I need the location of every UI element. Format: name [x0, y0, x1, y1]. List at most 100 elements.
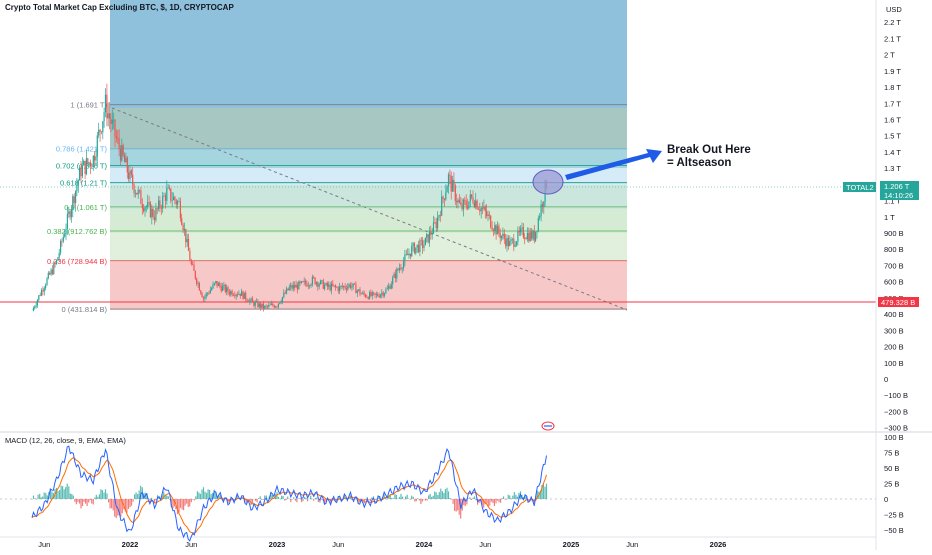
currency-label: USD [886, 5, 902, 14]
fib-zone-0236-0 [110, 262, 627, 310]
candle-body [377, 294, 379, 296]
macd-histogram-bar [101, 490, 103, 499]
candle-body [314, 277, 316, 285]
candle-body [208, 293, 210, 294]
macd-histogram-bar [444, 489, 446, 499]
macd-histogram-bar [245, 499, 247, 503]
price-axis-tick: 600 B [884, 278, 904, 287]
price-axis[interactable]: 2.2 T 2.1 T 2 T 1.9 T 1.8 T 1.7 T 1.6 T 1.5 T 1.… [884, 18, 908, 433]
macd-histogram-bar [121, 499, 123, 514]
macd-histogram-bar [164, 494, 166, 499]
candle-body [276, 306, 278, 308]
macd-histogram-bar [299, 498, 301, 499]
candle-body [526, 233, 528, 240]
macd-histogram-bar [206, 492, 208, 499]
candle-body [251, 298, 254, 302]
candle-body [182, 224, 184, 231]
macd-histogram-bar [253, 498, 255, 500]
time-axis-tick: Jun [479, 540, 491, 549]
macd-histogram-bar [51, 491, 53, 499]
candle-body [268, 304, 270, 307]
candle-body [280, 301, 282, 304]
macd-histogram-bar [308, 498, 310, 500]
price-axis-tick: 100 B [884, 359, 904, 368]
time-axis-tick: 2022 [122, 540, 139, 549]
macd-histogram-bar [406, 494, 408, 499]
price-axis-tick: −200 B [884, 407, 908, 416]
candle-body [77, 180, 79, 186]
candle-body [333, 285, 335, 287]
candle-body [53, 263, 55, 274]
candle-body [91, 166, 93, 167]
candle-body [454, 185, 456, 201]
candle-body [258, 303, 260, 308]
candle-body [122, 145, 124, 156]
macd-histogram-bar [532, 499, 534, 500]
candle-body [68, 211, 70, 214]
candle-body [257, 301, 259, 307]
macd-histogram-bar [86, 499, 88, 506]
candle-body [153, 217, 156, 221]
candle-body [256, 301, 258, 303]
macd-histogram-bar [500, 499, 502, 503]
fib-label: 0 (431.814 B) [62, 305, 108, 314]
macd-histogram-bar [409, 499, 411, 500]
candle-body [450, 175, 452, 192]
macd-histogram-bar [218, 495, 220, 499]
macd-histogram-bar [115, 499, 117, 519]
macd-histogram-bar [388, 495, 390, 499]
candle-body [166, 188, 168, 201]
macd-histogram-bar [88, 499, 90, 503]
macd-histogram-bar [52, 493, 54, 499]
candle-body [492, 229, 494, 231]
candle-body [457, 199, 459, 203]
candle-body [147, 202, 149, 207]
macd-histogram-bar [293, 497, 295, 499]
candle-body [114, 119, 116, 137]
breakout-circle[interactable] [532, 169, 564, 195]
candle-body [281, 297, 283, 302]
macd-axis[interactable]: 100 B 75 B 50 B 25 B 0 −25 B −50 B [884, 433, 904, 535]
macd-histogram-bar [135, 492, 137, 499]
candle-body [57, 257, 59, 261]
candle-body [170, 188, 172, 201]
macd-histogram-bar [429, 493, 431, 499]
macd-histogram-bar [202, 487, 205, 499]
candle-body [69, 211, 71, 218]
macd-histogram-bar [455, 499, 457, 512]
candle-body [55, 260, 58, 264]
macd-histogram-bar [181, 499, 183, 510]
candle-body [173, 196, 175, 200]
macd-histogram-bar [259, 496, 261, 499]
macd-axis-tick: 75 B [884, 449, 899, 458]
candle-body [481, 207, 484, 209]
trend-line[interactable] [111, 107, 628, 311]
macd-histogram-bar [186, 499, 188, 504]
macd-histogram-bar [365, 499, 367, 501]
macd-histogram-bar [138, 490, 140, 499]
candle-body [133, 184, 135, 194]
candle-body [162, 196, 164, 209]
candle-body [306, 283, 308, 287]
event-flag-icon[interactable] [541, 421, 555, 431]
candle-body [480, 207, 482, 212]
macd-histogram-bar [542, 483, 544, 499]
candle-body [543, 201, 545, 207]
macd-histogram-bar [39, 493, 41, 499]
price-axis-tick: 1.6 T [884, 116, 901, 125]
candle-body [81, 165, 83, 177]
candle-body [213, 283, 215, 285]
macd-histogram-bar [219, 494, 221, 499]
candle-body [521, 227, 523, 229]
macd-histogram-bar [544, 486, 546, 499]
candle-body [36, 300, 38, 306]
candle-body [423, 245, 425, 248]
candle-body [136, 193, 138, 195]
fib-zone-1-0786 [110, 108, 627, 150]
time-axis[interactable]: Jun 2022 Jun 2023 Jun 2024 Jun 2025 Jun 2026 [38, 540, 726, 549]
candle-body [412, 243, 414, 247]
candle-body [320, 280, 322, 285]
candle-body [42, 290, 44, 292]
breakout-arrow[interactable] [565, 149, 662, 180]
